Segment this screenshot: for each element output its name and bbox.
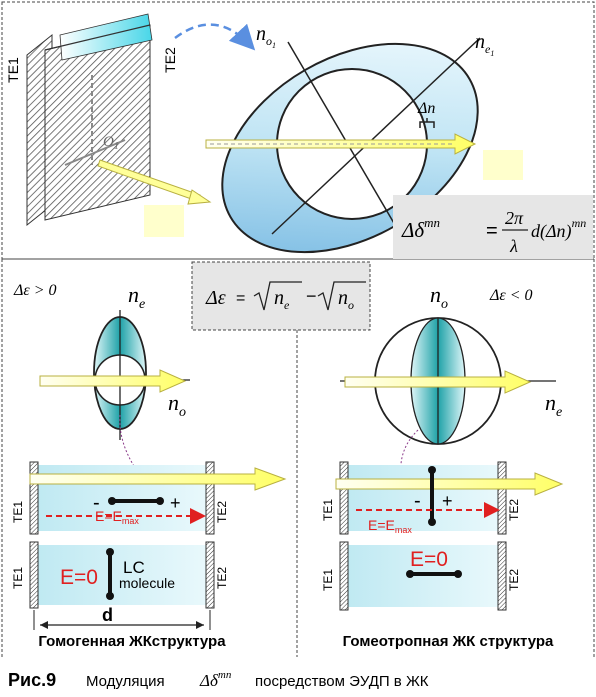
te2-plate (44, 13, 153, 221)
caption-label: Рис.9 (8, 670, 56, 690)
right-cell-2-te2-label: TE2 (507, 569, 521, 591)
left-cell-1-te1-label: TE1 (11, 501, 25, 523)
left-lc-label: LC (123, 558, 145, 577)
sqrt-sign-1 (253, 281, 302, 311)
caption-text-after: посредством ЭУДП в ЖК (255, 673, 429, 690)
caption-symbol: Δδmn (199, 669, 232, 690)
right-cell-1-te2 (497, 461, 507, 535)
mid-minus: − (306, 286, 317, 306)
right-plus: + (442, 491, 453, 511)
axis-label-o1: O1 (103, 134, 119, 152)
right-cell-1-te1 (339, 461, 349, 535)
left-panel-title: Гомогенная ЖКструктура (38, 633, 226, 650)
left-cell-2 (36, 545, 212, 605)
left-cell-1-te2-label: TE2 (215, 501, 229, 523)
label-n-o1: no1 (256, 23, 276, 50)
main-beam (205, 133, 477, 155)
right-field-max: E=Emax (368, 517, 412, 535)
right-beam-top (344, 370, 532, 394)
left-cell-2-te2-label: TE2 (215, 567, 229, 589)
yellow-box-right (483, 150, 523, 180)
right-beam-bottom (335, 472, 564, 496)
right-panel-title: Гомеотропная ЖК структура (343, 633, 554, 650)
plate-label-te1: TE1 (5, 57, 21, 83)
left-label-no: no (168, 390, 186, 420)
left-molecule-label: molecule (119, 575, 175, 591)
right-cell-1 (346, 465, 504, 531)
right-label-ne: ne (545, 390, 562, 420)
mid-formula-lhs: Δε (205, 287, 226, 309)
formula-denominator: λ (509, 236, 518, 256)
left-cell-2-te1-label: TE1 (11, 567, 25, 589)
formula-rhs: d(Δn)mn (531, 216, 586, 242)
left-field-zero: E=0 (60, 566, 98, 589)
right-label-no: no (430, 282, 448, 312)
mid-term1: ne (274, 287, 290, 312)
plate-axes (64, 75, 126, 166)
label-n-e1: ne1 (475, 31, 494, 58)
delta-n-bracket (419, 118, 435, 128)
formula-eq: = (486, 220, 498, 242)
right-cell-1-te1-label: TE1 (321, 499, 335, 521)
right-guide-arrow (399, 429, 419, 497)
middle-formula-box (191, 261, 371, 331)
left-field-max: E=Emax (95, 508, 139, 526)
yellow-box-left (144, 205, 184, 237)
right-cell-1-te2-label: TE2 (507, 499, 521, 521)
plate-label-te2: TE2 (162, 47, 178, 73)
right-minus: - (414, 490, 421, 512)
dashed-curve-arrow (174, 23, 256, 51)
right-cell-2-te1 (339, 541, 349, 611)
label-delta-n: Δn (417, 100, 435, 117)
right-field-zero: E=0 (410, 548, 448, 571)
left-beam-bottom (29, 467, 287, 491)
right-molecule-horizontal (406, 570, 462, 578)
mid-term2: no (338, 287, 354, 312)
left-molecule-horizontal (108, 497, 164, 505)
left-molecule-vertical (106, 548, 114, 600)
caption-text-before: Модуляция (86, 673, 165, 690)
left-cell-2-te1 (29, 541, 39, 609)
thickness-label: d (102, 605, 113, 625)
left-cell-2-te2 (205, 541, 215, 609)
left-beam-top (39, 369, 187, 393)
right-molecule-vertical-field (428, 466, 436, 526)
left-label-ne: ne (128, 282, 145, 312)
sqrt-sign-2 (317, 281, 366, 311)
left-minus: - (93, 492, 100, 514)
right-cell-2-te2 (497, 541, 507, 611)
left-condition: Δε > 0 (13, 282, 57, 299)
left-cell-1-te1 (29, 461, 39, 535)
formula-box (393, 195, 593, 259)
left-cell-1-te2 (205, 461, 215, 535)
formula-numerator: 2π (505, 208, 524, 228)
thickness-dimension (33, 610, 211, 630)
right-condition: Δε < 0 (489, 287, 533, 304)
left-plus: + (170, 493, 181, 513)
mid-formula-eq: = (236, 290, 245, 307)
formula-lhs: Δδmn (401, 215, 440, 242)
incident-beam (97, 159, 212, 205)
right-cell-2-te1-label: TE1 (321, 569, 335, 591)
